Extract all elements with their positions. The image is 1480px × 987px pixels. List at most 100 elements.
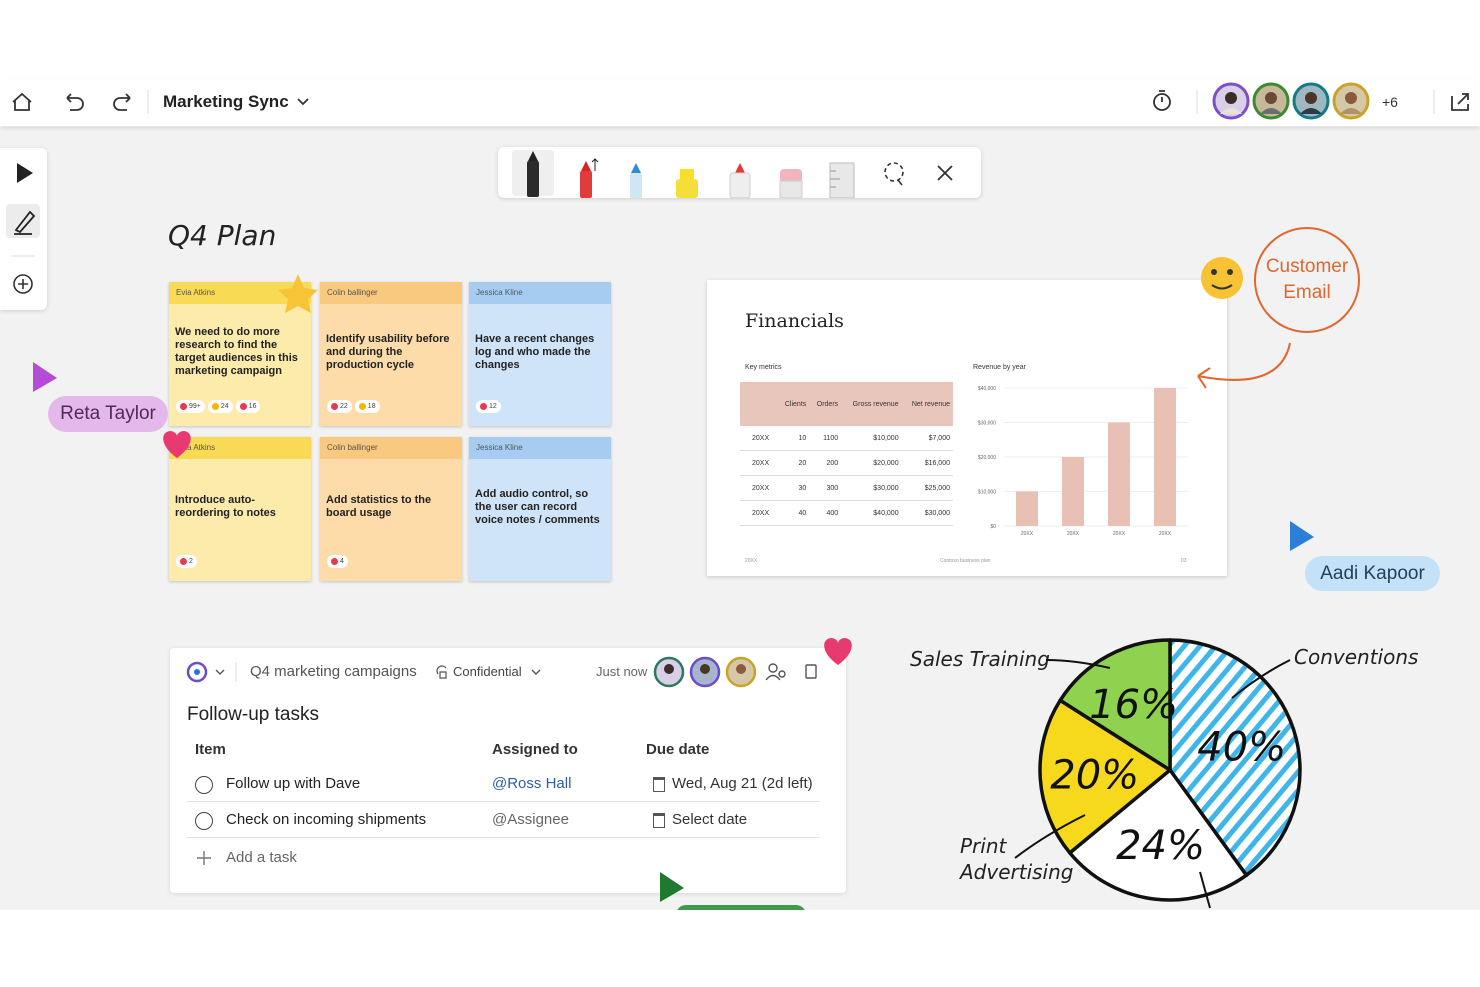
ink-icon <box>14 210 36 235</box>
add-icon <box>197 851 211 865</box>
sticky-note[interactable]: Colin ballinger Identify usability before… <box>320 282 462 426</box>
header-cell <box>740 382 778 426</box>
table-cell: $20,000 <box>841 450 902 476</box>
y-tick-label: $40,000 <box>978 386 996 392</box>
reaction[interactable]: 16 <box>235 400 261 413</box>
reaction-count: 18 <box>367 403 376 410</box>
task-assignee[interactable]: @Ross Hall <box>492 775 572 792</box>
bar <box>1154 388 1176 526</box>
top-bar: Marketing Sync +6 <box>0 78 1480 126</box>
reaction[interactable]: 2 <box>176 555 197 568</box>
reactions: 22 18 <box>320 400 462 426</box>
add-button[interactable] <box>13 274 33 294</box>
table-cell: 200 <box>809 450 842 476</box>
task-checkbox[interactable] <box>195 812 213 830</box>
reaction-count: 12 <box>489 403 497 410</box>
pen-white[interactable] <box>729 163 751 199</box>
pie-slice <box>1168 638 1302 877</box>
task-item: Follow up with Dave <box>226 775 361 792</box>
select-tool[interactable] <box>17 163 33 183</box>
board-title[interactable]: Marketing Sync <box>163 92 289 111</box>
sticky-note[interactable]: Jessica Kline Have a recent changes log a… <box>469 282 611 426</box>
highlighter-yellow[interactable] <box>676 169 698 198</box>
loop-icons <box>186 656 817 688</box>
annotation-arrow <box>1197 342 1291 389</box>
pen-black[interactable] <box>527 151 539 197</box>
task-due-date[interactable]: Wed, Aug 21 (2d left) <box>672 775 813 792</box>
note-author: Jessica Kline <box>469 282 611 304</box>
sticky-note[interactable]: Evia Atkins Introduce auto-reordering to … <box>169 437 311 581</box>
reaction-icon <box>211 403 219 410</box>
ruler[interactable] <box>829 162 855 199</box>
header-cell: Orders <box>809 382 842 426</box>
note-text: Add statistics to the board usage <box>326 494 432 519</box>
table-cell: $7,000 <box>901 426 953 451</box>
participant-avatars[interactable] <box>1212 82 1370 120</box>
reaction[interactable]: 12 <box>476 400 501 413</box>
home-button[interactable] <box>12 92 32 111</box>
redo-button[interactable] <box>113 93 131 111</box>
header-cell: Net revenue <box>901 382 953 426</box>
share-people-button[interactable] <box>765 663 786 681</box>
note-text: We need to do more research to find the … <box>175 326 298 377</box>
financials-slide[interactable]: Financials Key metrics Clients Orders Gros… <box>707 280 1227 576</box>
lock-icon <box>436 665 447 679</box>
reaction-icon <box>180 558 187 565</box>
left-toolbar-icons <box>6 163 40 294</box>
table-cell: 20XX <box>740 500 778 526</box>
pie-value-label: 24% <box>1116 823 1205 869</box>
pen-red[interactable] <box>580 158 599 198</box>
pie-value-label: 40% <box>1197 725 1286 771</box>
task-assignee[interactable]: @Assignee <box>492 811 569 828</box>
label-dropdown[interactable] <box>531 669 541 675</box>
loop-logo[interactable] <box>186 661 225 683</box>
share-button[interactable] <box>1451 93 1469 111</box>
sticky-note[interactable]: Jessica Kline Add audio control, so the u… <box>469 437 611 581</box>
task-due-date[interactable]: Select date <box>672 811 748 828</box>
reaction[interactable]: 99+ <box>176 400 205 413</box>
reaction[interactable]: 24 <box>207 400 233 413</box>
timer-button[interactable] <box>1153 90 1171 111</box>
more-participants[interactable]: +6 <box>1382 94 1398 110</box>
slide-footer-center: Contoso business plan <box>940 558 991 564</box>
table-row: 20XX 20 200 $20,000 $16,000 <box>740 450 953 476</box>
pen-blue[interactable] <box>630 163 642 198</box>
note-author: Colin ballinger <box>320 437 462 459</box>
table-cell: $10,000 <box>841 426 902 451</box>
table-cell: 20XX <box>740 450 778 476</box>
reaction[interactable]: 18 <box>354 400 380 413</box>
pie-slice <box>1058 638 1172 772</box>
sticky-note[interactable]: Colin ballinger Add statistics to the boa… <box>320 437 462 581</box>
task-item: Check on incoming shipments <box>226 811 427 828</box>
add-task[interactable]: Add a task <box>226 849 297 866</box>
slide-footer-left: 20XX <box>745 558 758 564</box>
y-tick-label: $0 <box>990 524 996 530</box>
reaction[interactable]: 22 <box>327 400 352 413</box>
sensitivity-label[interactable]: Confidential <box>453 664 522 679</box>
reaction[interactable]: 4 <box>327 555 348 568</box>
pie-value-label: 16% <box>1089 682 1178 728</box>
pie-value-label: 20% <box>1050 753 1139 799</box>
task-checkbox[interactable] <box>195 776 213 794</box>
reaction-count: 22 <box>340 403 348 410</box>
workspace-name[interactable]: Q4 marketing campaigns <box>250 663 417 680</box>
copy-button[interactable] <box>805 664 817 679</box>
table-cell: $25,000 <box>901 475 953 501</box>
close-toolbar[interactable] <box>937 165 953 181</box>
top-bar-icons <box>12 82 1469 120</box>
reaction-icon <box>331 558 338 565</box>
lasso-tool[interactable] <box>884 162 904 186</box>
y-tick-label: $10,000 <box>978 490 996 496</box>
eraser[interactable] <box>779 169 803 199</box>
board-heading: Q4 Plan <box>168 219 277 252</box>
title-dropdown[interactable] <box>297 98 309 106</box>
undo-button[interactable] <box>66 93 84 111</box>
annotation: Customer Email <box>1254 227 1360 333</box>
reaction-icon <box>480 403 487 410</box>
note-text: Have a recent changes log and who made t… <box>475 332 595 371</box>
calendar-icon <box>653 813 665 828</box>
sticky-note[interactable]: Evia Atkins We need to do more research t… <box>169 282 311 426</box>
heart-reaction <box>824 638 852 665</box>
slide-footer-right: 03 <box>1181 558 1187 564</box>
